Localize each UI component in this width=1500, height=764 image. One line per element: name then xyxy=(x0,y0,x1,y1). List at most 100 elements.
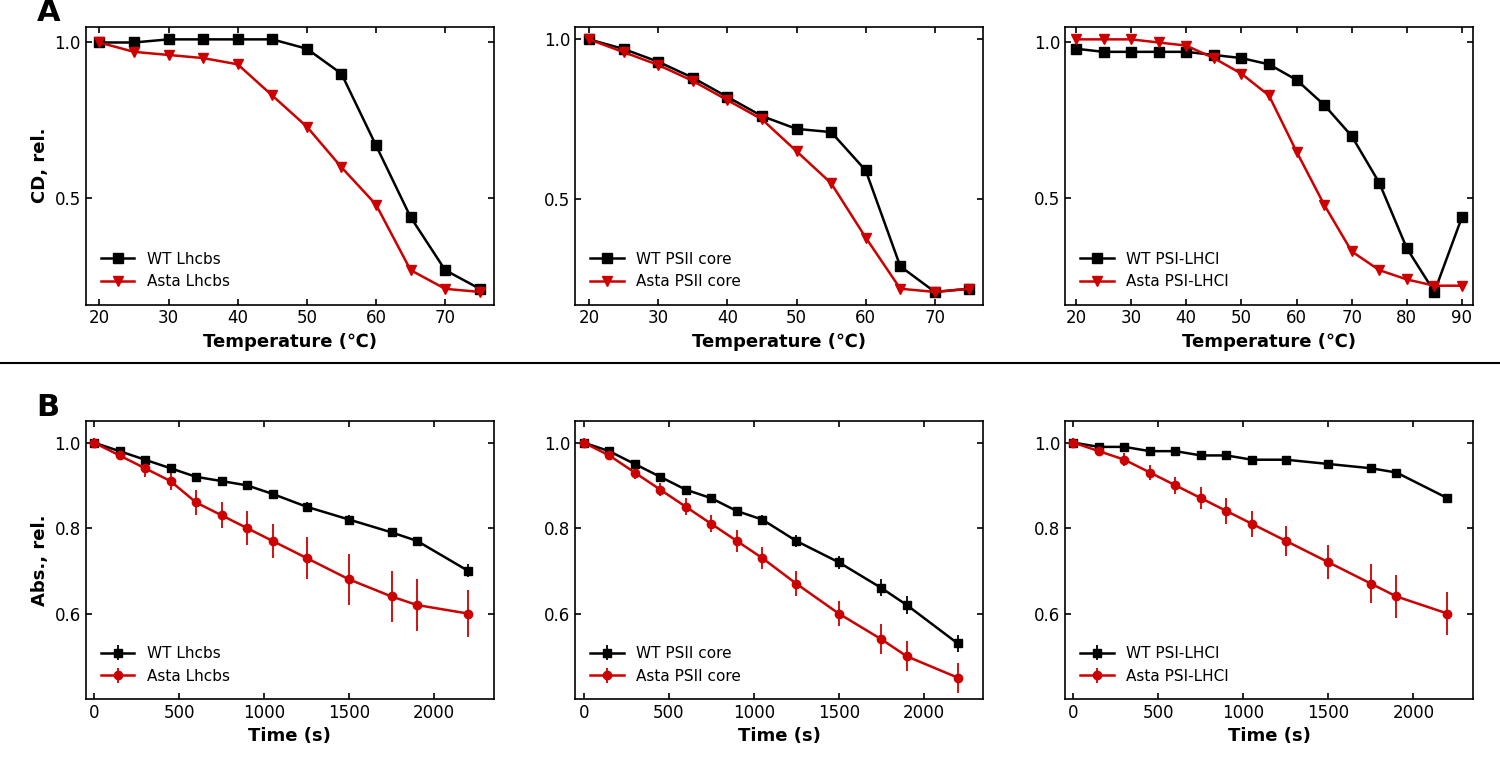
WT PSI-LHCI xyxy=(1316,100,1334,109)
WT PSI-LHCI xyxy=(1233,53,1251,63)
Asta PSI-LHCI xyxy=(1454,281,1472,290)
Asta PSII core xyxy=(891,284,909,293)
Asta Lhcbs xyxy=(368,200,386,209)
Legend: WT Lhcbs, Asta Lhcbs: WT Lhcbs, Asta Lhcbs xyxy=(93,244,237,297)
Asta PSI-LHCI xyxy=(1095,35,1113,44)
Asta PSII core xyxy=(650,60,668,70)
X-axis label: Time (s): Time (s) xyxy=(248,727,332,746)
WT PSII core xyxy=(718,92,736,102)
Asta PSI-LHCI xyxy=(1316,200,1334,209)
Line: WT PSII core: WT PSII core xyxy=(584,34,975,296)
WT PSI-LHCI xyxy=(1149,47,1167,57)
Legend: WT PSI-LHCI, Asta PSI-LHCI: WT PSI-LHCI, Asta PSI-LHCI xyxy=(1072,244,1236,297)
WT Lhcbs xyxy=(159,35,177,44)
WT PSI-LHCI xyxy=(1454,212,1472,222)
Asta PSII core xyxy=(580,35,598,44)
Asta Lhcbs xyxy=(333,163,351,172)
Line: WT PSI-LHCI: WT PSI-LHCI xyxy=(1071,44,1467,296)
Asta PSI-LHCI xyxy=(1260,91,1278,100)
Asta Lhcbs xyxy=(228,60,246,69)
WT PSII core xyxy=(650,57,668,66)
Legend: WT PSII core, Asta PSII core: WT PSII core, Asta PSII core xyxy=(584,639,748,691)
Line: Asta PSI-LHCI: Asta PSI-LHCI xyxy=(1071,34,1467,290)
Asta Lhcbs xyxy=(124,47,142,57)
WT Lhcbs xyxy=(90,38,108,47)
Asta PSII core xyxy=(615,47,633,57)
Asta Lhcbs xyxy=(264,91,282,100)
WT PSI-LHCI xyxy=(1178,47,1196,57)
X-axis label: Temperature (℃): Temperature (℃) xyxy=(692,333,865,351)
Asta Lhcbs xyxy=(194,53,211,63)
X-axis label: Temperature (℃): Temperature (℃) xyxy=(202,333,376,351)
Asta PSI-LHCI xyxy=(1287,147,1305,156)
X-axis label: Time (s): Time (s) xyxy=(1227,727,1311,746)
Asta PSII core xyxy=(753,115,771,124)
WT Lhcbs xyxy=(124,38,142,47)
Legend: WT PSII core, Asta PSII core: WT PSII core, Asta PSII core xyxy=(584,244,748,297)
WT Lhcbs xyxy=(402,212,420,222)
WT PSII core xyxy=(684,73,702,83)
Line: Asta PSII core: Asta PSII core xyxy=(584,34,975,296)
X-axis label: Temperature (℃): Temperature (℃) xyxy=(1182,333,1356,351)
Asta Lhcbs xyxy=(298,122,316,131)
WT Lhcbs xyxy=(264,35,282,44)
Asta PSII core xyxy=(788,147,806,156)
WT Lhcbs xyxy=(333,69,351,78)
WT PSI-LHCI xyxy=(1342,131,1360,141)
Text: A: A xyxy=(36,0,60,28)
WT PSI-LHCI xyxy=(1122,47,1140,57)
WT PSII core xyxy=(926,287,944,296)
WT PSII core xyxy=(960,284,978,293)
Asta Lhcbs xyxy=(471,287,489,296)
Legend: WT PSI-LHCI, Asta PSI-LHCI: WT PSI-LHCI, Asta PSI-LHCI xyxy=(1072,639,1236,691)
WT Lhcbs xyxy=(436,266,454,275)
WT Lhcbs xyxy=(228,35,246,44)
Line: Asta Lhcbs: Asta Lhcbs xyxy=(94,37,484,296)
Asta PSI-LHCI xyxy=(1122,35,1140,44)
Asta PSII core xyxy=(926,287,944,296)
Asta Lhcbs xyxy=(402,266,420,275)
WT PSI-LHCI xyxy=(1370,178,1388,187)
WT PSII core xyxy=(788,125,806,134)
WT PSI-LHCI xyxy=(1287,76,1305,85)
Asta PSII core xyxy=(856,233,874,242)
Asta PSI-LHCI xyxy=(1066,35,1084,44)
Asta PSI-LHCI xyxy=(1178,41,1196,50)
Asta PSI-LHCI xyxy=(1233,69,1251,78)
WT Lhcbs xyxy=(368,141,386,150)
Asta Lhcbs xyxy=(159,50,177,60)
Y-axis label: Abs., rel.: Abs., rel. xyxy=(30,514,48,606)
Asta PSI-LHCI xyxy=(1370,266,1388,275)
Asta Lhcbs xyxy=(436,284,454,293)
X-axis label: Time (s): Time (s) xyxy=(738,727,821,746)
WT Lhcbs xyxy=(298,44,316,53)
Asta Lhcbs xyxy=(90,38,108,47)
WT PSI-LHCI xyxy=(1260,60,1278,69)
Asta PSI-LHCI xyxy=(1204,53,1222,63)
WT PSII core xyxy=(856,166,874,175)
WT PSI-LHCI xyxy=(1066,44,1084,53)
Text: B: B xyxy=(36,393,60,422)
Asta PSI-LHCI xyxy=(1398,275,1416,284)
WT PSI-LHCI xyxy=(1398,244,1416,253)
WT Lhcbs xyxy=(194,35,211,44)
Asta PSI-LHCI xyxy=(1149,38,1167,47)
Asta PSII core xyxy=(822,179,840,188)
WT Lhcbs xyxy=(471,284,489,293)
WT PSII core xyxy=(615,44,633,53)
Asta PSII core xyxy=(960,284,978,293)
Asta PSI-LHCI xyxy=(1425,281,1443,290)
WT PSI-LHCI xyxy=(1095,47,1113,57)
Asta PSII core xyxy=(684,76,702,86)
Line: WT Lhcbs: WT Lhcbs xyxy=(94,34,484,293)
WT PSII core xyxy=(822,128,840,137)
Legend: WT Lhcbs, Asta Lhcbs: WT Lhcbs, Asta Lhcbs xyxy=(93,639,237,691)
WT PSII core xyxy=(580,35,598,44)
Y-axis label: CD, rel.: CD, rel. xyxy=(30,128,48,203)
Asta PSI-LHCI xyxy=(1342,247,1360,256)
WT PSI-LHCI xyxy=(1204,50,1222,60)
WT PSI-LHCI xyxy=(1425,287,1443,296)
Asta PSII core xyxy=(718,96,736,105)
WT PSII core xyxy=(753,112,771,121)
WT PSII core xyxy=(891,262,909,271)
